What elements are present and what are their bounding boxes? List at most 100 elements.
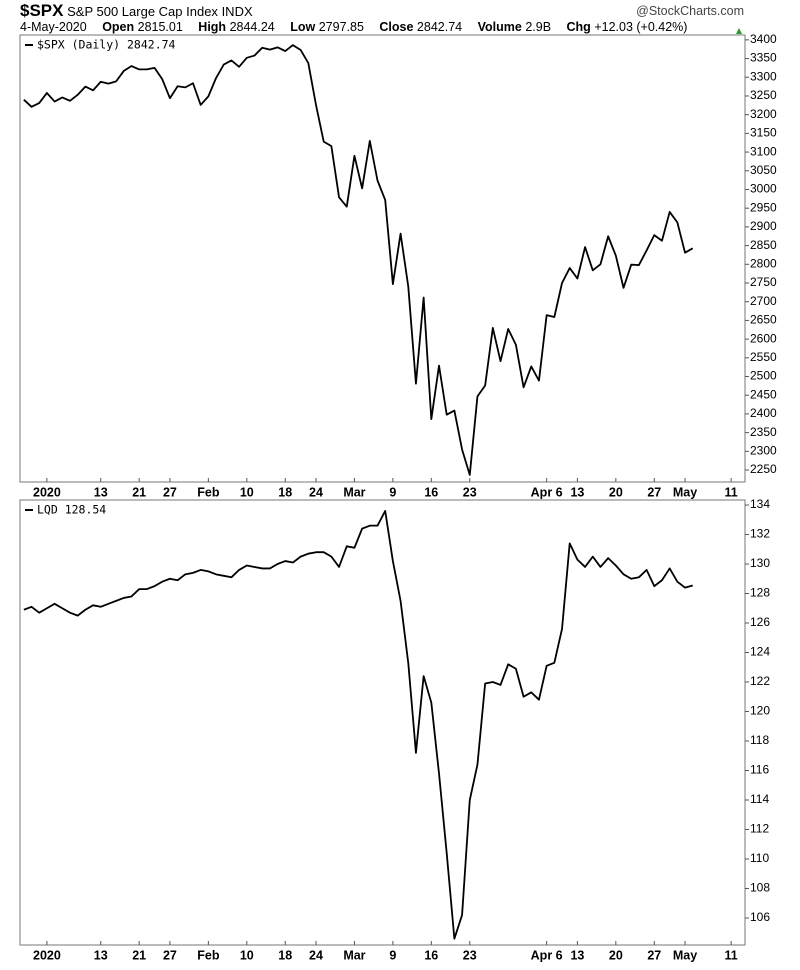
y-tick-label: 2250 — [750, 462, 777, 476]
x-tick-label: May — [673, 485, 697, 499]
y-tick-label: 122 — [750, 674, 770, 688]
x-tick-label: 18 — [278, 948, 292, 962]
x-tick-label: 11 — [725, 485, 738, 499]
value: +12.03 (+0.42%) — [594, 20, 688, 34]
x-tick-label: 21 — [132, 485, 146, 499]
label: Close — [379, 20, 414, 34]
y-tick-label: 2450 — [750, 387, 777, 401]
x-tick-label: 13 — [94, 485, 108, 499]
y-tick-label: 124 — [750, 645, 770, 659]
exchange: INDX — [221, 4, 253, 19]
y-tick-label: 2850 — [750, 238, 777, 252]
y-tick-label: 108 — [750, 881, 770, 895]
value: 2815.01 — [137, 20, 183, 34]
y-tick-label: 2500 — [750, 369, 777, 383]
label: Open — [102, 20, 135, 34]
y-tick-label: 2750 — [750, 275, 777, 289]
x-tick-label: 9 — [389, 948, 396, 962]
y-tick-label: 3050 — [750, 163, 777, 177]
x-tick-label: 27 — [647, 948, 661, 962]
legend-label: LQD 128.54 — [37, 503, 106, 517]
x-tick-label: 13 — [570, 948, 584, 962]
x-tick-label: Feb — [197, 485, 220, 499]
y-tick-label: 2650 — [750, 313, 777, 327]
y-tick-label: 3400 — [750, 32, 777, 46]
x-tick-label: Mar — [343, 948, 365, 962]
y-tick-label: 3150 — [750, 126, 777, 140]
y-tick-label: 3000 — [750, 182, 777, 196]
x-tick-label: Apr 6 — [531, 948, 563, 962]
price-line — [23, 44, 694, 476]
x-tick-label: 18 — [278, 485, 292, 499]
label: Volume — [477, 20, 522, 34]
y-tick-label: 132 — [750, 527, 770, 541]
y-tick-label: 2350 — [750, 425, 777, 439]
date: 4-May-2020 — [20, 20, 87, 34]
x-tick-label: 21 — [132, 948, 146, 962]
legend-label: $SPX (Daily) 2842.74 — [37, 38, 176, 52]
title-row: $SPX S&P 500 Large Cap Index INDX — [20, 1, 253, 21]
x-tick-label: 23 — [463, 485, 477, 499]
x-tick-label: 10 — [240, 485, 254, 499]
x-tick-label: 24 — [309, 485, 323, 499]
y-tick-label: 3350 — [750, 51, 777, 65]
symbol: $SPX — [20, 1, 64, 20]
x-tick-label: Mar — [343, 485, 365, 499]
value: 2844.24 — [229, 20, 275, 34]
x-tick-label: 2020 — [33, 485, 61, 499]
panel-frame — [19, 499, 746, 946]
value: 2797.85 — [318, 20, 364, 34]
x-tick-label: 16 — [424, 948, 438, 962]
y-tick-label: 106 — [750, 910, 770, 924]
x-tick-label: Feb — [197, 948, 220, 962]
value: 2842.74 — [416, 20, 463, 34]
y-tick-label: 3200 — [750, 107, 777, 121]
brand: @StockCharts.com — [636, 4, 744, 18]
panel-frame — [19, 34, 746, 483]
y-tick-label: 3100 — [750, 144, 777, 158]
y-tick-label: 120 — [750, 704, 770, 718]
y-tick-label: 2900 — [750, 219, 777, 233]
x-tick-label: 13 — [570, 485, 584, 499]
y-tick-label: 3250 — [750, 88, 777, 102]
x-tick-label: 23 — [463, 948, 477, 962]
y-tick-label: 118 — [750, 733, 769, 747]
y-tick-label: 128 — [750, 586, 770, 600]
y-tick-label: 130 — [750, 556, 770, 570]
y-tick-label: 2400 — [750, 406, 777, 420]
label: Low — [290, 20, 316, 34]
x-tick-label: 16 — [424, 485, 438, 499]
y-tick-label: 116 — [750, 763, 769, 777]
change-arrow — [736, 28, 742, 34]
description: S&P 500 Large Cap Index — [67, 4, 218, 19]
x-tick-label: 11 — [725, 948, 738, 962]
label: High — [198, 20, 227, 34]
y-tick-label: 3300 — [750, 69, 777, 83]
y-tick-label: 2550 — [750, 350, 777, 364]
value: 2.9B — [525, 20, 552, 34]
x-tick-label: May — [673, 948, 697, 962]
y-tick-label: 2600 — [750, 331, 777, 345]
y-tick-label: 110 — [750, 851, 769, 865]
x-tick-label: 20 — [609, 948, 623, 962]
x-tick-label: 20 — [609, 485, 623, 499]
y-tick-label: 2700 — [750, 294, 777, 308]
x-tick-label: 13 — [94, 948, 108, 962]
x-tick-label: 9 — [389, 485, 396, 499]
x-tick-label: 27 — [647, 485, 661, 499]
x-tick-label: 27 — [163, 948, 177, 962]
y-tick-label: 112 — [750, 822, 769, 836]
x-tick-label: Apr 6 — [531, 485, 563, 499]
y-tick-label: 2300 — [750, 443, 777, 457]
x-tick-label: 24 — [309, 948, 323, 962]
y-tick-label: 2800 — [750, 256, 777, 270]
x-tick-label: 10 — [240, 948, 254, 962]
quote-row: 4-May-2020 Open 2815.01 High 2844.24 Low… — [20, 20, 687, 34]
y-tick-label: 2950 — [750, 200, 777, 214]
y-tick-label: 126 — [750, 615, 770, 629]
price-line — [23, 510, 693, 940]
x-tick-label: 27 — [163, 485, 177, 499]
label: Chg — [566, 20, 591, 34]
